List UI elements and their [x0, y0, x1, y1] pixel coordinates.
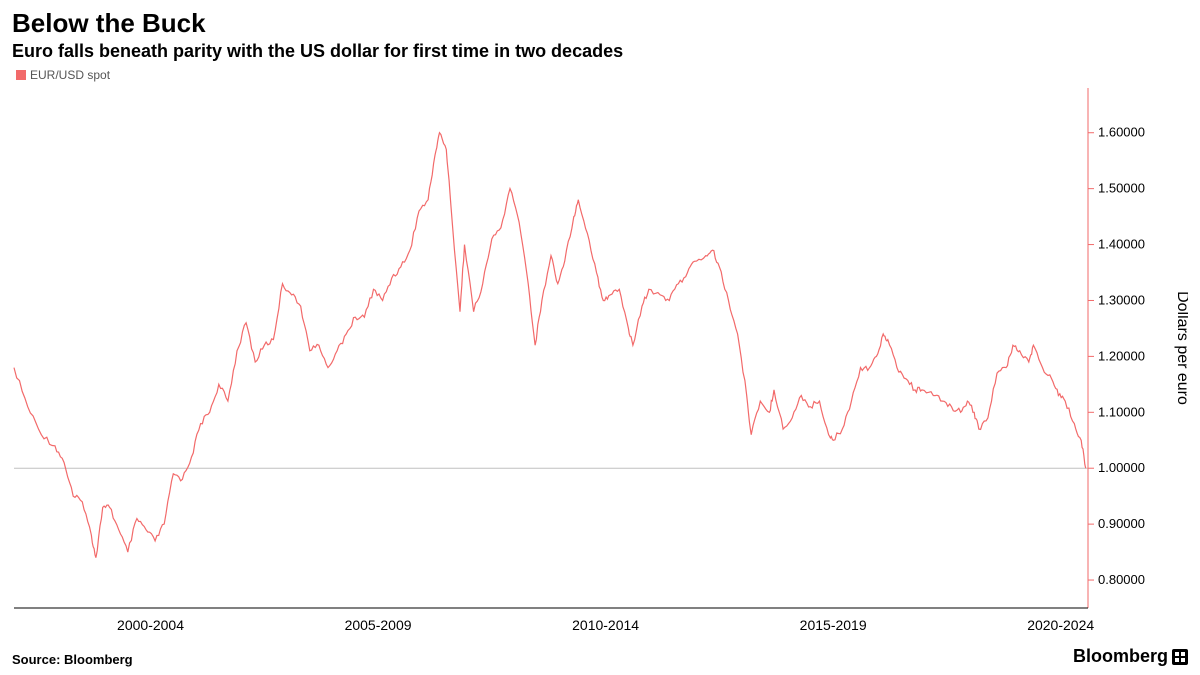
svg-text:1.10000: 1.10000 [1098, 404, 1145, 419]
chart-svg: 0.80000 0.90000 1.00000 1.10000 1.20000 1.300… [12, 84, 1188, 642]
svg-text:1.40000: 1.40000 [1098, 237, 1145, 252]
svg-text:2005-2009: 2005-2009 [345, 617, 412, 633]
brand: Bloomberg [1073, 646, 1188, 667]
chart-plot-area: 0.80000 0.90000 1.00000 1.10000 1.20000 1.300… [12, 84, 1188, 642]
svg-text:1.20000: 1.20000 [1098, 348, 1145, 363]
source-label: Source: Bloomberg [12, 652, 133, 667]
chart-container: Below the Buck Euro falls beneath parity… [0, 0, 1200, 675]
svg-text:1.50000: 1.50000 [1098, 181, 1145, 196]
footer: Source: Bloomberg Bloomberg [12, 642, 1188, 667]
svg-text:0.90000: 0.90000 [1098, 516, 1145, 531]
svg-text:Dollars per euro: Dollars per euro [1174, 291, 1188, 405]
legend-label: EUR/USD spot [30, 68, 110, 82]
svg-text:2000-2004: 2000-2004 [117, 617, 184, 633]
svg-text:2020-2024: 2020-2024 [1027, 617, 1094, 633]
chart-title: Below the Buck [12, 8, 1188, 39]
svg-text:0.80000: 0.80000 [1098, 572, 1145, 587]
svg-text:2015-2019: 2015-2019 [800, 617, 867, 633]
brand-label: Bloomberg [1073, 646, 1168, 667]
svg-text:1.00000: 1.00000 [1098, 460, 1145, 475]
legend: EUR/USD spot [12, 68, 1188, 82]
brand-mark-icon [1172, 649, 1188, 665]
svg-text:1.60000: 1.60000 [1098, 125, 1145, 140]
chart-subtitle: Euro falls beneath parity with the US do… [12, 41, 1188, 62]
svg-text:2010-2014: 2010-2014 [572, 617, 639, 633]
svg-text:1.30000: 1.30000 [1098, 292, 1145, 307]
legend-swatch [16, 70, 26, 80]
